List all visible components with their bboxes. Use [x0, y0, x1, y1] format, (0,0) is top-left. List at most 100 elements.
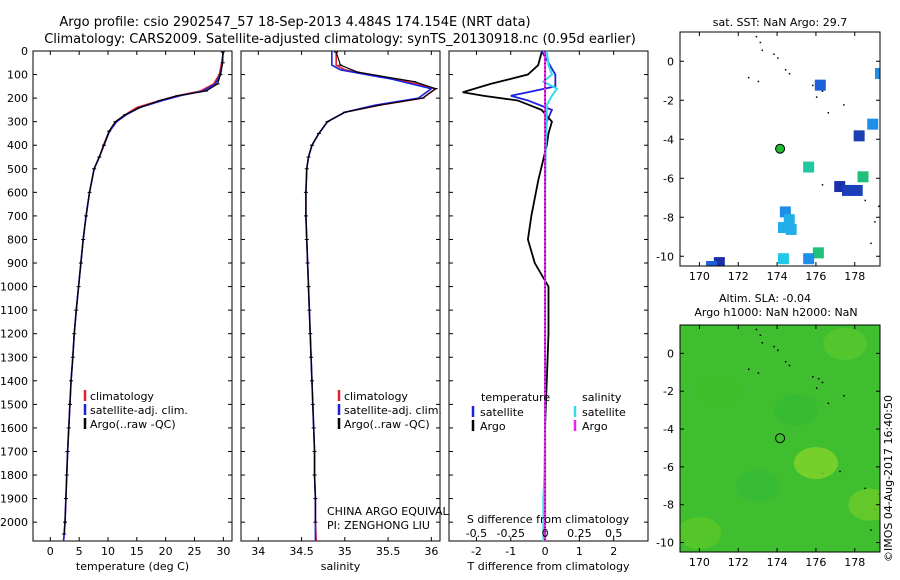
y-tick-label: -10	[656, 537, 674, 550]
x-tick-label: 25	[188, 545, 202, 558]
island-dot	[864, 199, 866, 202]
x-axis-label: T difference from climatology	[467, 560, 630, 573]
plot-frame	[679, 31, 881, 267]
island-dot	[874, 221, 876, 223]
header-line-1: Argo profile: csio 2902547_57 18-Sep-201…	[59, 15, 530, 30]
island-dot	[788, 72, 791, 75]
y-tick-label: 900	[7, 257, 28, 270]
y-tick-label: -8	[663, 499, 674, 512]
sst-square	[803, 161, 815, 173]
sla-patch	[735, 469, 780, 502]
y-tick-label: 1900	[0, 493, 28, 506]
x-tick-label: 20	[159, 545, 173, 558]
island-dot	[870, 529, 872, 531]
salinity-diff-tick-label: 0.25	[567, 527, 592, 540]
salinity-diff-tick-label: 0.5	[605, 527, 623, 540]
top-axis-label: S difference from climatology	[467, 513, 630, 526]
sla-patch	[793, 447, 838, 480]
x-tick-label: -2	[471, 545, 482, 558]
y-tick-label: 500	[7, 163, 28, 176]
y-tick-label: 1700	[0, 445, 28, 458]
y-tick-label: -4	[663, 423, 674, 436]
map-content	[706, 35, 880, 266]
x-tick-label: 36	[424, 545, 438, 558]
island-dot	[784, 360, 787, 363]
y-tick-label: 0	[667, 347, 674, 360]
legend-label: satellite	[582, 406, 626, 419]
island-dot	[815, 96, 818, 98]
salinity-panel: 34 34.5 35 35.5 36 salinity climatologysatelli…	[240, 50, 471, 573]
island-dot	[817, 377, 820, 380]
header-line-2: Climatology: CARS2009. Satellite-adjuste…	[44, 32, 636, 47]
y-tick-label: 200	[7, 92, 28, 105]
plot-frame	[679, 324, 881, 553]
y-tick-label: 800	[7, 233, 28, 246]
x-tick-label: 15	[130, 545, 144, 558]
legend-label: satellite	[480, 406, 524, 419]
island-dot	[761, 342, 764, 344]
y-tick-label: 1300	[0, 351, 28, 364]
series-group	[62, 51, 225, 541]
x-tick-label: -1	[505, 545, 516, 558]
legend-label: climatology	[344, 390, 408, 403]
x-tick-label: 5	[76, 545, 83, 558]
x-tick-label: 174	[767, 556, 788, 569]
sst-square	[857, 171, 869, 183]
legend-label: Argo(..raw -QC)	[90, 418, 176, 431]
sst-square	[779, 206, 791, 218]
x-tick-label: 2	[610, 545, 617, 558]
legend-title-salinity: salinity	[582, 391, 622, 404]
y-tick-label: 700	[7, 210, 28, 223]
x-tick-label: 174	[767, 270, 788, 283]
sst-square	[851, 184, 863, 196]
series-group	[303, 51, 438, 541]
sst-map-panel: 170 172 174 176 178 0 -2 -4 -6 -8 -10 sat. SST: NaN…	[656, 16, 881, 283]
x-tick-label: 176	[805, 556, 826, 569]
legend-label: satellite-adj. clim.	[90, 404, 188, 417]
sst-square	[814, 79, 826, 91]
y-tick-label: 0	[667, 55, 674, 68]
island-dot	[755, 35, 758, 38]
imos-timestamp: ©IMOS 04-Aug-2017 16:40:50	[882, 395, 895, 562]
annotation-line-2: PI: ZENGHONG LIU	[327, 519, 430, 532]
y-tick-label: -10	[656, 250, 674, 263]
y-tick-label: -6	[663, 172, 674, 185]
island-dot	[821, 184, 824, 186]
sla-patch	[823, 327, 868, 360]
x-tick-label: 35	[338, 545, 352, 558]
x-axis-label: salinity	[321, 560, 361, 573]
x-tick-label: 1	[576, 545, 583, 558]
sla-title-line-1: Altim. SLA: -0.04	[719, 292, 811, 305]
island-dot	[757, 372, 760, 374]
x-tick-label: 170	[689, 270, 710, 283]
argo-position-marker	[775, 143, 786, 154]
y-tick-label: 300	[7, 116, 28, 129]
y-tick-label: 1100	[0, 304, 28, 317]
y-tick-label: -6	[663, 461, 674, 474]
salinity-diff-tick-label: -0.5	[466, 527, 487, 540]
island-dot	[821, 90, 824, 92]
x-tick-label: 178	[844, 556, 865, 569]
y-tick-label: -2	[663, 94, 674, 107]
y-tick-label: 1800	[0, 469, 28, 482]
map-content	[680, 327, 880, 550]
sst-square	[803, 253, 815, 265]
sla-map-panel: 170 172 174 176 178 0 -2 -4 -6 -8 -10 Altim. SLA: -…	[656, 292, 881, 569]
island-dot	[755, 328, 758, 331]
x-tick-label: 34.5	[289, 545, 314, 558]
legend-label: Argo	[582, 420, 608, 433]
island-dot	[864, 487, 866, 490]
sst-square	[841, 184, 853, 196]
island-dot	[747, 76, 750, 79]
island-dot	[747, 368, 750, 371]
legend-label: Argo	[480, 420, 506, 433]
map-background	[680, 325, 880, 552]
y-tick-label: 0	[21, 45, 28, 58]
legend-title-temperature: temperature	[481, 391, 550, 404]
difference-panel: -2 -1 0 1 2 T difference from climatology -0.5…	[448, 50, 649, 573]
sst-square	[777, 253, 789, 265]
salinity-diff-tick-label: 0	[542, 527, 549, 540]
island-dot	[788, 364, 791, 367]
island-dot	[821, 381, 824, 384]
y-tick-label: -2	[663, 385, 674, 398]
